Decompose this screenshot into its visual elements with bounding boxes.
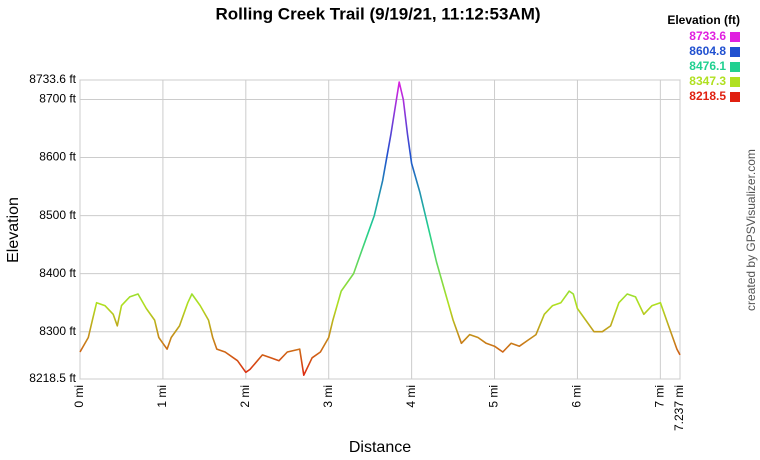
legend-label: 8604.8 bbox=[689, 44, 726, 58]
x-tick-label: 0 mi bbox=[72, 385, 86, 408]
legend-swatch bbox=[730, 92, 740, 102]
x-tick-label: 6 mi bbox=[570, 385, 584, 408]
legend-label: 8347.3 bbox=[689, 74, 726, 88]
x-tick-label: 5 mi bbox=[487, 385, 501, 408]
x-tick-label: 3 mi bbox=[321, 385, 335, 408]
y-tick-label: 8600 ft bbox=[39, 150, 76, 164]
legend-title: Elevation (ft) bbox=[667, 13, 740, 27]
legend-swatch bbox=[730, 47, 740, 57]
x-tick-label: 7 mi bbox=[653, 385, 667, 408]
legend-swatch bbox=[730, 62, 740, 72]
x-tick-label: 7.237 mi bbox=[672, 385, 686, 431]
y-tick-label: 8733.6 ft bbox=[29, 72, 76, 86]
chart-title: Rolling Creek Trail (9/19/21, 11:12:53AM… bbox=[215, 4, 540, 23]
legend-label: 8218.5 bbox=[689, 89, 726, 103]
credit: created by GPSVisualizer.com bbox=[744, 149, 758, 311]
plot-area bbox=[79, 79, 681, 380]
y-tick-label: 8218.5 ft bbox=[29, 371, 76, 385]
x-axis-title: Distance bbox=[349, 439, 411, 456]
legend-label: 8733.6 bbox=[689, 29, 726, 43]
y-tick-label: 8500 ft bbox=[39, 208, 76, 222]
y-axis-title: Elevation bbox=[5, 197, 22, 263]
x-tick-label: 4 mi bbox=[404, 385, 418, 408]
legend-swatch bbox=[730, 32, 740, 42]
y-tick-label: 8300 ft bbox=[39, 324, 76, 338]
legend-swatch bbox=[730, 77, 740, 87]
y-tick-label: 8700 ft bbox=[39, 92, 76, 106]
x-tick-label: 2 mi bbox=[238, 385, 252, 408]
legend-label: 8476.1 bbox=[689, 59, 726, 73]
elevation-line bbox=[79, 81, 681, 376]
x-tick-label: 1 mi bbox=[155, 385, 169, 408]
y-tick-label: 8400 ft bbox=[39, 266, 76, 280]
